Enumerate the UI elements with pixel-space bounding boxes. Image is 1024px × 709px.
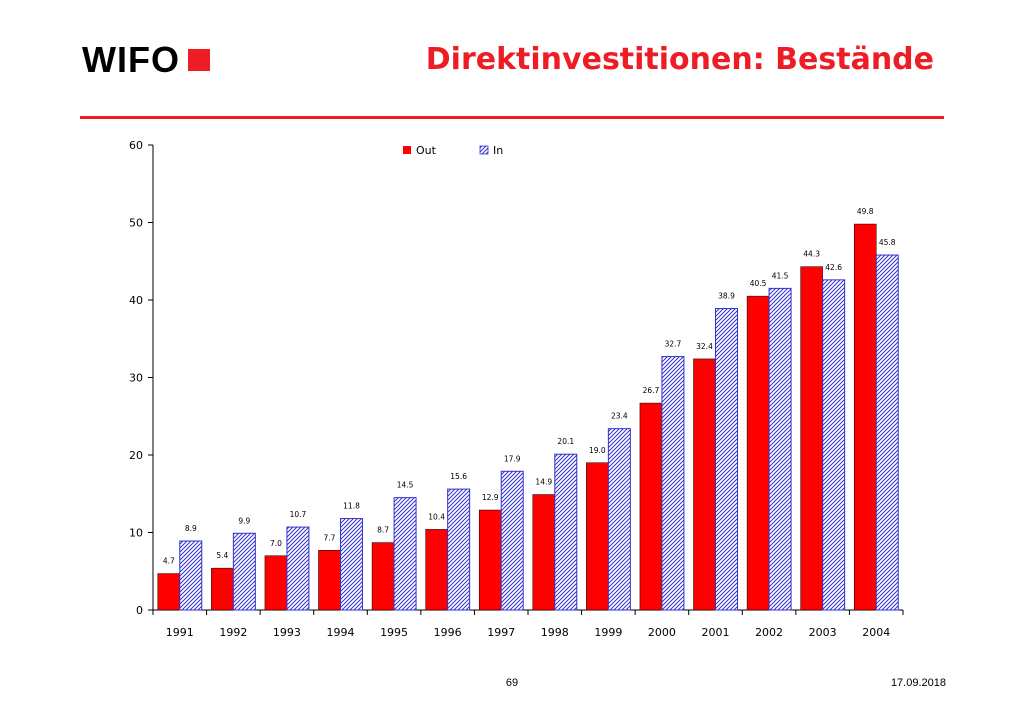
bar-out-1992 xyxy=(211,567,234,611)
bar-in-1991 xyxy=(179,540,203,611)
data-label-out: 26.7 xyxy=(643,386,660,395)
bar-out-2003 xyxy=(800,266,823,611)
x-tick-label: 1992 xyxy=(219,626,247,639)
x-tick-label: 1994 xyxy=(327,626,355,639)
title-divider xyxy=(80,116,944,119)
bar-in-1997 xyxy=(500,470,524,611)
chart-bars xyxy=(157,223,899,611)
page-title: Direktinvestitionen: Bestände xyxy=(425,42,934,77)
data-label-out: 5.4 xyxy=(216,551,228,560)
y-tick-label: 50 xyxy=(129,217,143,230)
x-tick-label: 2004 xyxy=(862,626,890,639)
x-tick-label: 1993 xyxy=(273,626,301,639)
bar-in-2000 xyxy=(661,356,685,611)
y-tick-label: 0 xyxy=(136,604,143,617)
x-tick-label: 1999 xyxy=(594,626,622,639)
data-label-in: 20.1 xyxy=(557,437,574,446)
data-label-in: 32.7 xyxy=(665,340,682,349)
data-label-in: 14.5 xyxy=(397,481,414,490)
bar-out-2001 xyxy=(693,358,716,611)
y-tick-label: 20 xyxy=(129,449,143,462)
bar-out-1991 xyxy=(157,573,181,611)
bar-in-2004 xyxy=(875,254,899,611)
x-tick-label: 2000 xyxy=(648,626,676,639)
logo-square-icon xyxy=(187,49,210,71)
bar-out-2000 xyxy=(639,402,663,611)
data-label-in: 23.4 xyxy=(611,412,628,421)
footer-date: 17.09.2018 xyxy=(890,677,946,689)
y-tick-label: 40 xyxy=(129,294,143,307)
data-label-in: 17.9 xyxy=(504,454,521,463)
bar-in-1995 xyxy=(393,497,417,611)
x-tick-label: 1997 xyxy=(487,626,515,639)
y-tick-label: 30 xyxy=(129,372,143,385)
data-label-out: 44.3 xyxy=(803,250,820,259)
data-label-in: 38.9 xyxy=(718,292,735,301)
bar-in-2003 xyxy=(822,279,846,611)
bar-in-1996 xyxy=(447,488,471,611)
bar-in-2002 xyxy=(768,287,792,611)
logo-text: WIFO xyxy=(82,39,180,80)
legend-label-out: Out xyxy=(416,144,437,157)
bar-out-1993 xyxy=(264,555,288,611)
x-tick-label: 1996 xyxy=(434,626,462,639)
data-label-out: 4.7 xyxy=(163,557,175,566)
data-label-in: 10.7 xyxy=(290,510,307,519)
data-label-out: 7.0 xyxy=(270,539,282,548)
data-label-out: 49.8 xyxy=(857,207,874,216)
bar-in-1992 xyxy=(232,532,256,611)
chart-legend: Out In xyxy=(403,144,503,157)
bar-in-2001 xyxy=(715,308,738,611)
bar-in-1999 xyxy=(607,428,631,611)
legend-swatch-in xyxy=(479,145,489,155)
data-label-in: 15.6 xyxy=(450,472,467,481)
bar-out-2004 xyxy=(853,223,877,611)
data-label-out: 10.4 xyxy=(428,512,445,521)
bar-in-1998 xyxy=(554,453,578,611)
bar-out-1998 xyxy=(532,494,556,611)
bar-out-1999 xyxy=(586,462,609,611)
data-label-in: 8.9 xyxy=(185,524,197,533)
data-label-in: 11.8 xyxy=(343,502,360,511)
y-tick-label: 60 xyxy=(129,139,143,152)
bar-out-1994 xyxy=(318,550,341,611)
data-label-out: 19.0 xyxy=(589,446,606,455)
x-tick-label: 2001 xyxy=(702,626,730,639)
legend-label-in: In xyxy=(493,144,503,157)
data-label-out: 32.4 xyxy=(696,342,713,351)
wifo-logo: WIFO xyxy=(82,40,210,80)
x-tick-label: 1991 xyxy=(166,626,194,639)
chart-data-labels: 4.7 8.9 5.4 9.9 7.0 10.7 7.7 11.8 8.7 14.5 10.4 15.… xyxy=(163,207,896,566)
data-label-out: 14.9 xyxy=(535,478,552,487)
legend-swatch-out xyxy=(403,146,411,154)
data-label-out: 40.5 xyxy=(750,279,767,288)
y-tick-label: 10 xyxy=(129,527,143,540)
data-label-out: 12.9 xyxy=(482,493,499,502)
page-number: 69 xyxy=(505,677,519,689)
x-tick-label: 2002 xyxy=(755,626,783,639)
data-label-out: 7.7 xyxy=(324,533,336,542)
x-tick-label: 2003 xyxy=(809,626,837,639)
bar-out-2002 xyxy=(746,295,770,611)
bar-out-1997 xyxy=(478,509,502,611)
data-label-out: 8.7 xyxy=(377,526,389,535)
x-tick-label: 1998 xyxy=(541,626,569,639)
data-label-in: 45.8 xyxy=(879,238,896,247)
bar-out-1996 xyxy=(425,529,448,611)
x-tick-label: 1995 xyxy=(380,626,408,639)
bar-in-1993 xyxy=(286,526,310,611)
data-label-in: 42.6 xyxy=(825,263,842,272)
bar-out-1995 xyxy=(371,542,395,611)
bar-in-1994 xyxy=(340,518,363,611)
data-label-in: 9.9 xyxy=(238,516,250,525)
data-label-in: 41.5 xyxy=(772,271,789,280)
